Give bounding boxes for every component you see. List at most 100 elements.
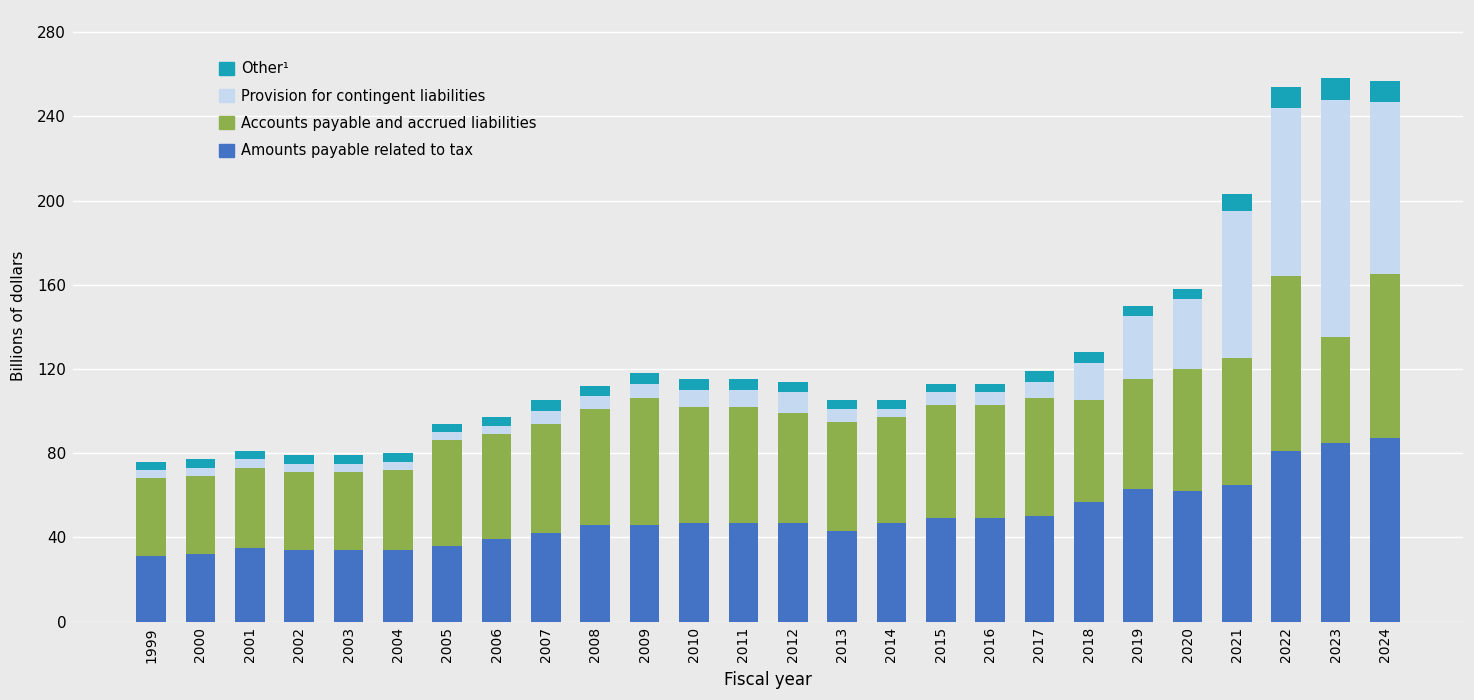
Bar xyxy=(680,407,709,523)
Bar xyxy=(1123,316,1153,379)
Bar xyxy=(728,379,758,390)
Bar xyxy=(827,400,856,409)
Bar xyxy=(926,519,955,622)
Bar xyxy=(827,409,856,421)
Bar xyxy=(186,459,215,468)
Bar xyxy=(531,424,560,533)
Bar xyxy=(827,531,856,622)
Bar xyxy=(333,455,364,463)
Bar xyxy=(531,411,560,424)
Bar xyxy=(778,523,808,622)
Bar xyxy=(136,478,167,556)
Bar xyxy=(284,463,314,472)
Bar xyxy=(432,546,461,622)
Bar xyxy=(234,451,265,459)
Bar xyxy=(877,400,907,409)
Bar xyxy=(432,440,461,546)
Bar xyxy=(1222,194,1251,211)
Bar xyxy=(333,472,364,550)
Bar xyxy=(1123,379,1153,489)
Bar xyxy=(1075,501,1104,622)
Bar xyxy=(1024,398,1054,517)
Bar xyxy=(680,379,709,390)
Bar xyxy=(877,523,907,622)
Bar xyxy=(333,463,364,472)
Bar xyxy=(581,409,610,525)
Bar xyxy=(432,432,461,440)
Bar xyxy=(1123,306,1153,316)
Bar xyxy=(136,556,167,622)
Bar xyxy=(581,396,610,409)
Bar xyxy=(531,533,560,622)
Bar xyxy=(1075,363,1104,400)
Bar xyxy=(1173,491,1203,622)
Bar xyxy=(1371,438,1400,622)
Bar xyxy=(778,392,808,413)
Bar xyxy=(482,426,511,434)
Bar xyxy=(1272,276,1302,451)
Bar xyxy=(1321,442,1350,622)
Bar xyxy=(1272,87,1302,108)
Bar xyxy=(383,550,413,622)
Bar xyxy=(482,434,511,540)
Bar xyxy=(1222,484,1251,622)
Bar xyxy=(383,461,413,470)
Bar xyxy=(976,384,1005,392)
Bar xyxy=(186,554,215,622)
Bar xyxy=(1024,382,1054,398)
Bar xyxy=(728,390,758,407)
Bar xyxy=(1272,108,1302,276)
Bar xyxy=(284,472,314,550)
Bar xyxy=(976,519,1005,622)
Bar xyxy=(629,373,659,384)
Bar xyxy=(482,540,511,622)
Bar xyxy=(1222,211,1251,358)
Bar xyxy=(234,459,265,468)
Bar xyxy=(877,409,907,417)
Bar xyxy=(728,523,758,622)
Bar xyxy=(1075,400,1104,501)
Bar xyxy=(1321,337,1350,442)
Bar xyxy=(1321,78,1350,99)
Bar xyxy=(284,550,314,622)
Bar xyxy=(432,424,461,432)
Bar xyxy=(778,413,808,523)
Bar xyxy=(926,392,955,405)
Bar xyxy=(976,392,1005,405)
Bar xyxy=(1371,80,1400,101)
Bar xyxy=(629,384,659,398)
Bar xyxy=(1371,102,1400,274)
Bar xyxy=(234,468,265,548)
Bar xyxy=(383,470,413,550)
Bar xyxy=(383,453,413,461)
Bar xyxy=(1024,371,1054,382)
Bar xyxy=(1024,517,1054,622)
Bar xyxy=(482,417,511,426)
Bar xyxy=(531,400,560,411)
Bar xyxy=(629,398,659,525)
Bar xyxy=(1123,489,1153,622)
Bar xyxy=(136,470,167,478)
Bar xyxy=(827,421,856,531)
Bar xyxy=(1173,300,1203,369)
Bar xyxy=(680,523,709,622)
Bar xyxy=(1173,369,1203,491)
Bar xyxy=(877,417,907,523)
Bar xyxy=(926,405,955,519)
Bar xyxy=(1173,289,1203,300)
Bar xyxy=(926,384,955,392)
Bar xyxy=(1321,99,1350,337)
Bar xyxy=(333,550,364,622)
Bar xyxy=(581,386,610,396)
Legend: Other¹, Provision for contingent liabilities, Accounts payable and accrued liabi: Other¹, Provision for contingent liabili… xyxy=(220,61,537,158)
Bar xyxy=(581,525,610,622)
Bar xyxy=(1371,274,1400,438)
Bar xyxy=(629,525,659,622)
X-axis label: Fiscal year: Fiscal year xyxy=(724,671,812,689)
Bar xyxy=(1075,352,1104,363)
Y-axis label: Billions of dollars: Billions of dollars xyxy=(12,251,27,382)
Bar xyxy=(1222,358,1251,484)
Bar xyxy=(186,476,215,554)
Bar xyxy=(284,455,314,463)
Bar xyxy=(680,390,709,407)
